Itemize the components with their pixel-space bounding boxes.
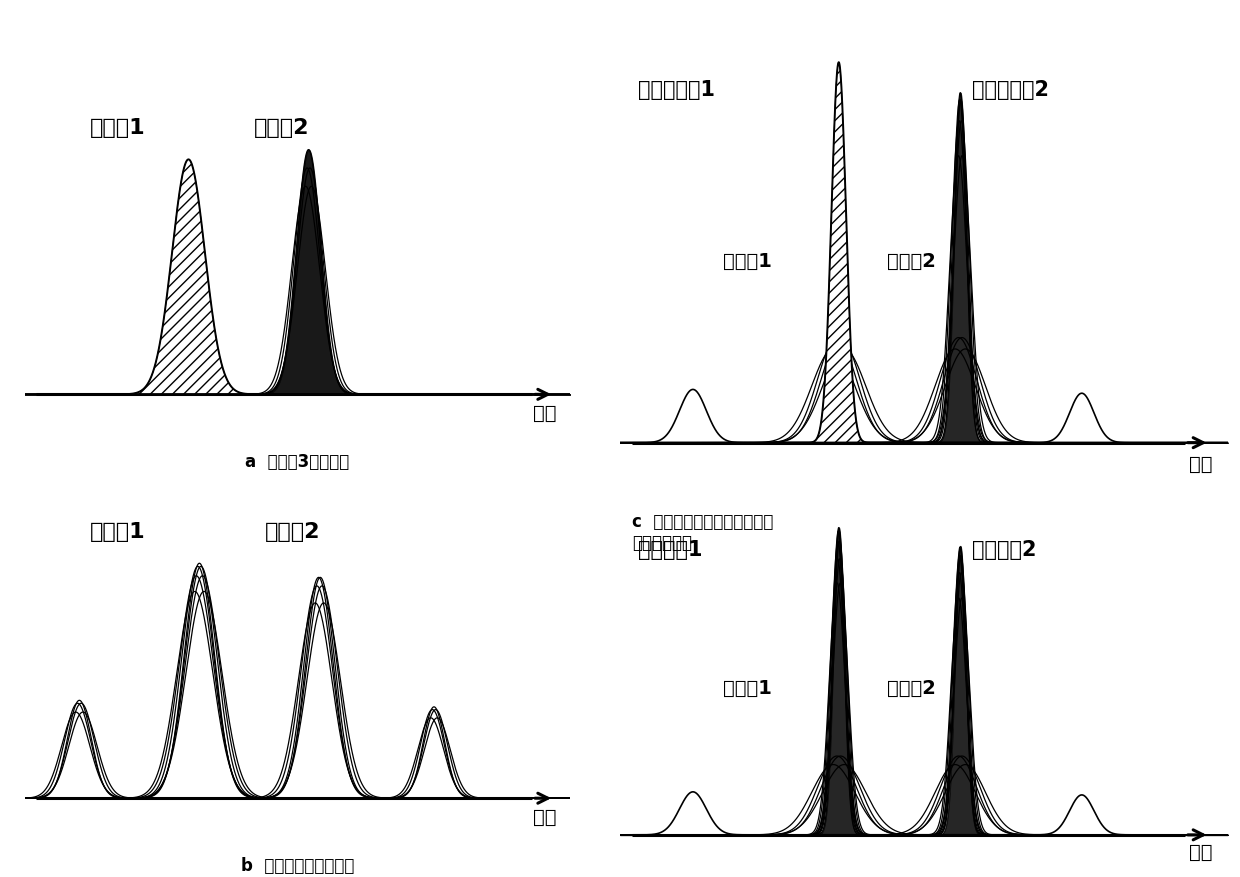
Text: 波长: 波长	[1189, 454, 1213, 474]
Text: 信号光1: 信号光1	[91, 118, 146, 138]
Text: 随机激光2: 随机激光2	[972, 539, 1037, 560]
Text: 信号光1: 信号光1	[723, 252, 773, 270]
Text: 信号光2: 信号光2	[888, 252, 936, 270]
Text: 信号光2: 信号光2	[265, 521, 320, 541]
Text: 信号光2: 信号光2	[254, 118, 310, 138]
Text: 随机激光1: 随机激光1	[639, 539, 703, 560]
Text: 波长: 波长	[533, 403, 557, 423]
Text: a  耦合器3处的光谱: a 耦合器3处的光谱	[246, 453, 350, 470]
Text: 斯托克斯波1: 斯托克斯波1	[639, 80, 715, 100]
Text: 信号光1: 信号光1	[91, 521, 146, 541]
Text: 信号光2: 信号光2	[888, 678, 936, 697]
Text: b  强度调制器处的光谱: b 强度调制器处的光谱	[241, 856, 355, 873]
Text: 波长: 波长	[1189, 842, 1213, 861]
Text: c  经过受激布里渊散射后激发
的斯托克斯波: c 经过受激布里渊散射后激发 的斯托克斯波	[632, 512, 774, 551]
Text: 斯托克斯波2: 斯托克斯波2	[972, 80, 1049, 100]
Text: 波长: 波长	[533, 807, 557, 826]
Text: 信号光1: 信号光1	[723, 678, 773, 697]
